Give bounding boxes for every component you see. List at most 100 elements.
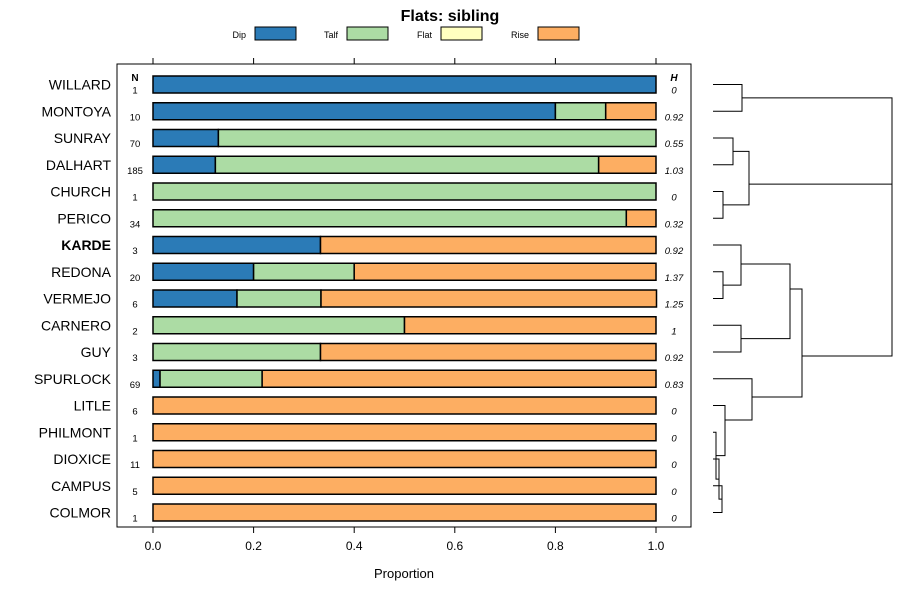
row-entropy-guy: 0.92 xyxy=(665,353,684,364)
row-count-carnero: 2 xyxy=(132,326,137,337)
bar-redona-talf xyxy=(252,262,355,281)
row-label-litle: LITLE xyxy=(74,398,111,414)
row-label-colmor: COLMOR xyxy=(50,505,111,521)
x-tick-label-1: 0.2 xyxy=(245,539,262,553)
row-entropy-litle: 0 xyxy=(671,407,677,418)
row-count-colmor: 1 xyxy=(132,514,137,525)
dendrogram-link-redona-vermejo xyxy=(713,271,724,299)
bar-montoya-dip xyxy=(152,102,557,121)
row-count-dioxice: 11 xyxy=(130,460,140,471)
bar-perico-talf xyxy=(152,209,628,228)
dendrogram-link-karde-carnero xyxy=(741,263,791,340)
row-entropy-vermejo: 1.25 xyxy=(665,300,684,311)
legend-label-dip: Dip xyxy=(232,30,246,40)
bar-montoya-talf xyxy=(554,102,607,121)
bar-spurlock-dip xyxy=(152,369,161,388)
dendrogram-link-karde-redona xyxy=(713,244,742,286)
legend-label-talf: Talf xyxy=(324,30,339,40)
row-label-montoya: MONTOYA xyxy=(42,103,112,119)
row-label-guy: GUY xyxy=(81,344,112,360)
dendrogram-link-carnero-guy xyxy=(713,324,742,353)
h-column-header: H xyxy=(670,73,678,84)
bar-spurlock-talf xyxy=(159,369,263,388)
row-label-sunray: SUNRAY xyxy=(54,130,112,146)
row-label-dioxice: DIOXICE xyxy=(53,451,111,467)
dendrogram-link-litle-philmont xyxy=(713,405,726,457)
legend-swatch-flat xyxy=(440,26,483,41)
dendrogram-link-sunray-dalhart xyxy=(713,137,734,166)
dendrogram xyxy=(713,84,893,513)
x-tick-label-4: 0.8 xyxy=(547,539,564,553)
row-count-philmont: 1 xyxy=(132,433,137,444)
bar-dioxice-rise xyxy=(152,449,657,469)
row-label-philmont: PHILMONT xyxy=(39,424,112,440)
bar-philmont-rise xyxy=(152,423,657,442)
row-count-litle: 6 xyxy=(132,407,137,418)
row-count-dalhart: 185 xyxy=(127,166,143,177)
legend-swatch-dip xyxy=(254,26,297,41)
row-entropy-spurlock: 0.83 xyxy=(665,380,684,391)
bar-carnero-rise xyxy=(403,316,657,335)
x-tick-label-3: 0.6 xyxy=(446,539,463,553)
bar-willard-dip xyxy=(152,75,657,94)
row-label-dalhart: DALHART xyxy=(46,157,112,173)
bar-guy-talf xyxy=(152,342,322,362)
row-count-campus: 5 xyxy=(132,487,137,498)
legend-swatch-talf xyxy=(346,26,389,41)
dendrogram-link-church-perico xyxy=(713,191,724,219)
bar-litle-rise xyxy=(152,396,657,415)
row-entropy-perico: 0.32 xyxy=(665,219,684,230)
dendrogram-link-willard-montoya xyxy=(713,84,743,112)
row-count-spurlock: 69 xyxy=(130,380,141,391)
row-label-church: CHURCH xyxy=(50,184,111,200)
row-entropy-sunray: 0.55 xyxy=(665,139,684,150)
row-count-guy: 3 xyxy=(132,353,137,364)
n-column-header: N xyxy=(131,73,138,84)
bar-vermejo-talf xyxy=(236,289,322,308)
row-label-spurlock: SPURLOCK xyxy=(34,371,112,387)
row-count-perico: 34 xyxy=(130,219,141,230)
dendrogram-link-spurlock-litle xyxy=(713,378,753,421)
row-label-perico: PERICO xyxy=(57,210,111,226)
bar-sunray-dip xyxy=(152,128,220,148)
row-entropy-colmor: 0 xyxy=(671,514,677,525)
row-label-redona: REDONA xyxy=(51,264,112,280)
row-label-campus: CAMPUS xyxy=(51,478,111,494)
bar-church-talf xyxy=(152,182,657,201)
bar-dalhart-rise xyxy=(597,155,657,174)
chart-title: Flats: sibling xyxy=(401,8,500,25)
row-count-montoya: 10 xyxy=(130,112,141,123)
bar-campus-rise xyxy=(152,476,657,495)
bar-guy-rise xyxy=(319,342,657,362)
dendrogram-link-sunray-church xyxy=(723,150,750,206)
dendrogram-link-root xyxy=(802,177,893,357)
row-entropy-montoya: 0.92 xyxy=(665,112,684,123)
row-count-redona: 20 xyxy=(130,273,141,284)
row-entropy-philmont: 0 xyxy=(671,433,677,444)
bar-vermejo-dip xyxy=(152,289,238,308)
bar-carnero-talf xyxy=(152,316,406,335)
row-count-willard: 1 xyxy=(132,86,137,97)
bar-karde-rise xyxy=(319,235,657,255)
row-label-karde: KARDE xyxy=(61,237,111,253)
legend-label-rise: Rise xyxy=(511,30,529,40)
row-label-willard: WILLARD xyxy=(49,77,111,93)
row-count-sunray: 70 xyxy=(130,139,141,150)
row-entropy-dioxice: 0 xyxy=(671,460,677,471)
plot-frame xyxy=(116,63,692,528)
row-label-carnero: CARNERO xyxy=(41,317,111,333)
row-entropy-redona: 1.37 xyxy=(665,273,684,284)
row-entropy-campus: 0 xyxy=(671,487,677,498)
bar-montoya-rise xyxy=(604,102,657,121)
bar-redona-rise xyxy=(353,262,657,281)
bar-colmor-rise xyxy=(152,503,657,522)
legend: Dip Talf Flat Rise xyxy=(232,26,580,41)
row-entropy-carnero: 1 xyxy=(671,326,676,337)
row-entropy-willard: 0 xyxy=(671,86,677,97)
legend-label-flat: Flat xyxy=(417,30,433,40)
bar-karde-dip xyxy=(152,235,322,255)
bar-dalhart-dip xyxy=(152,155,217,174)
x-tick-label-0: 0.0 xyxy=(145,539,162,553)
